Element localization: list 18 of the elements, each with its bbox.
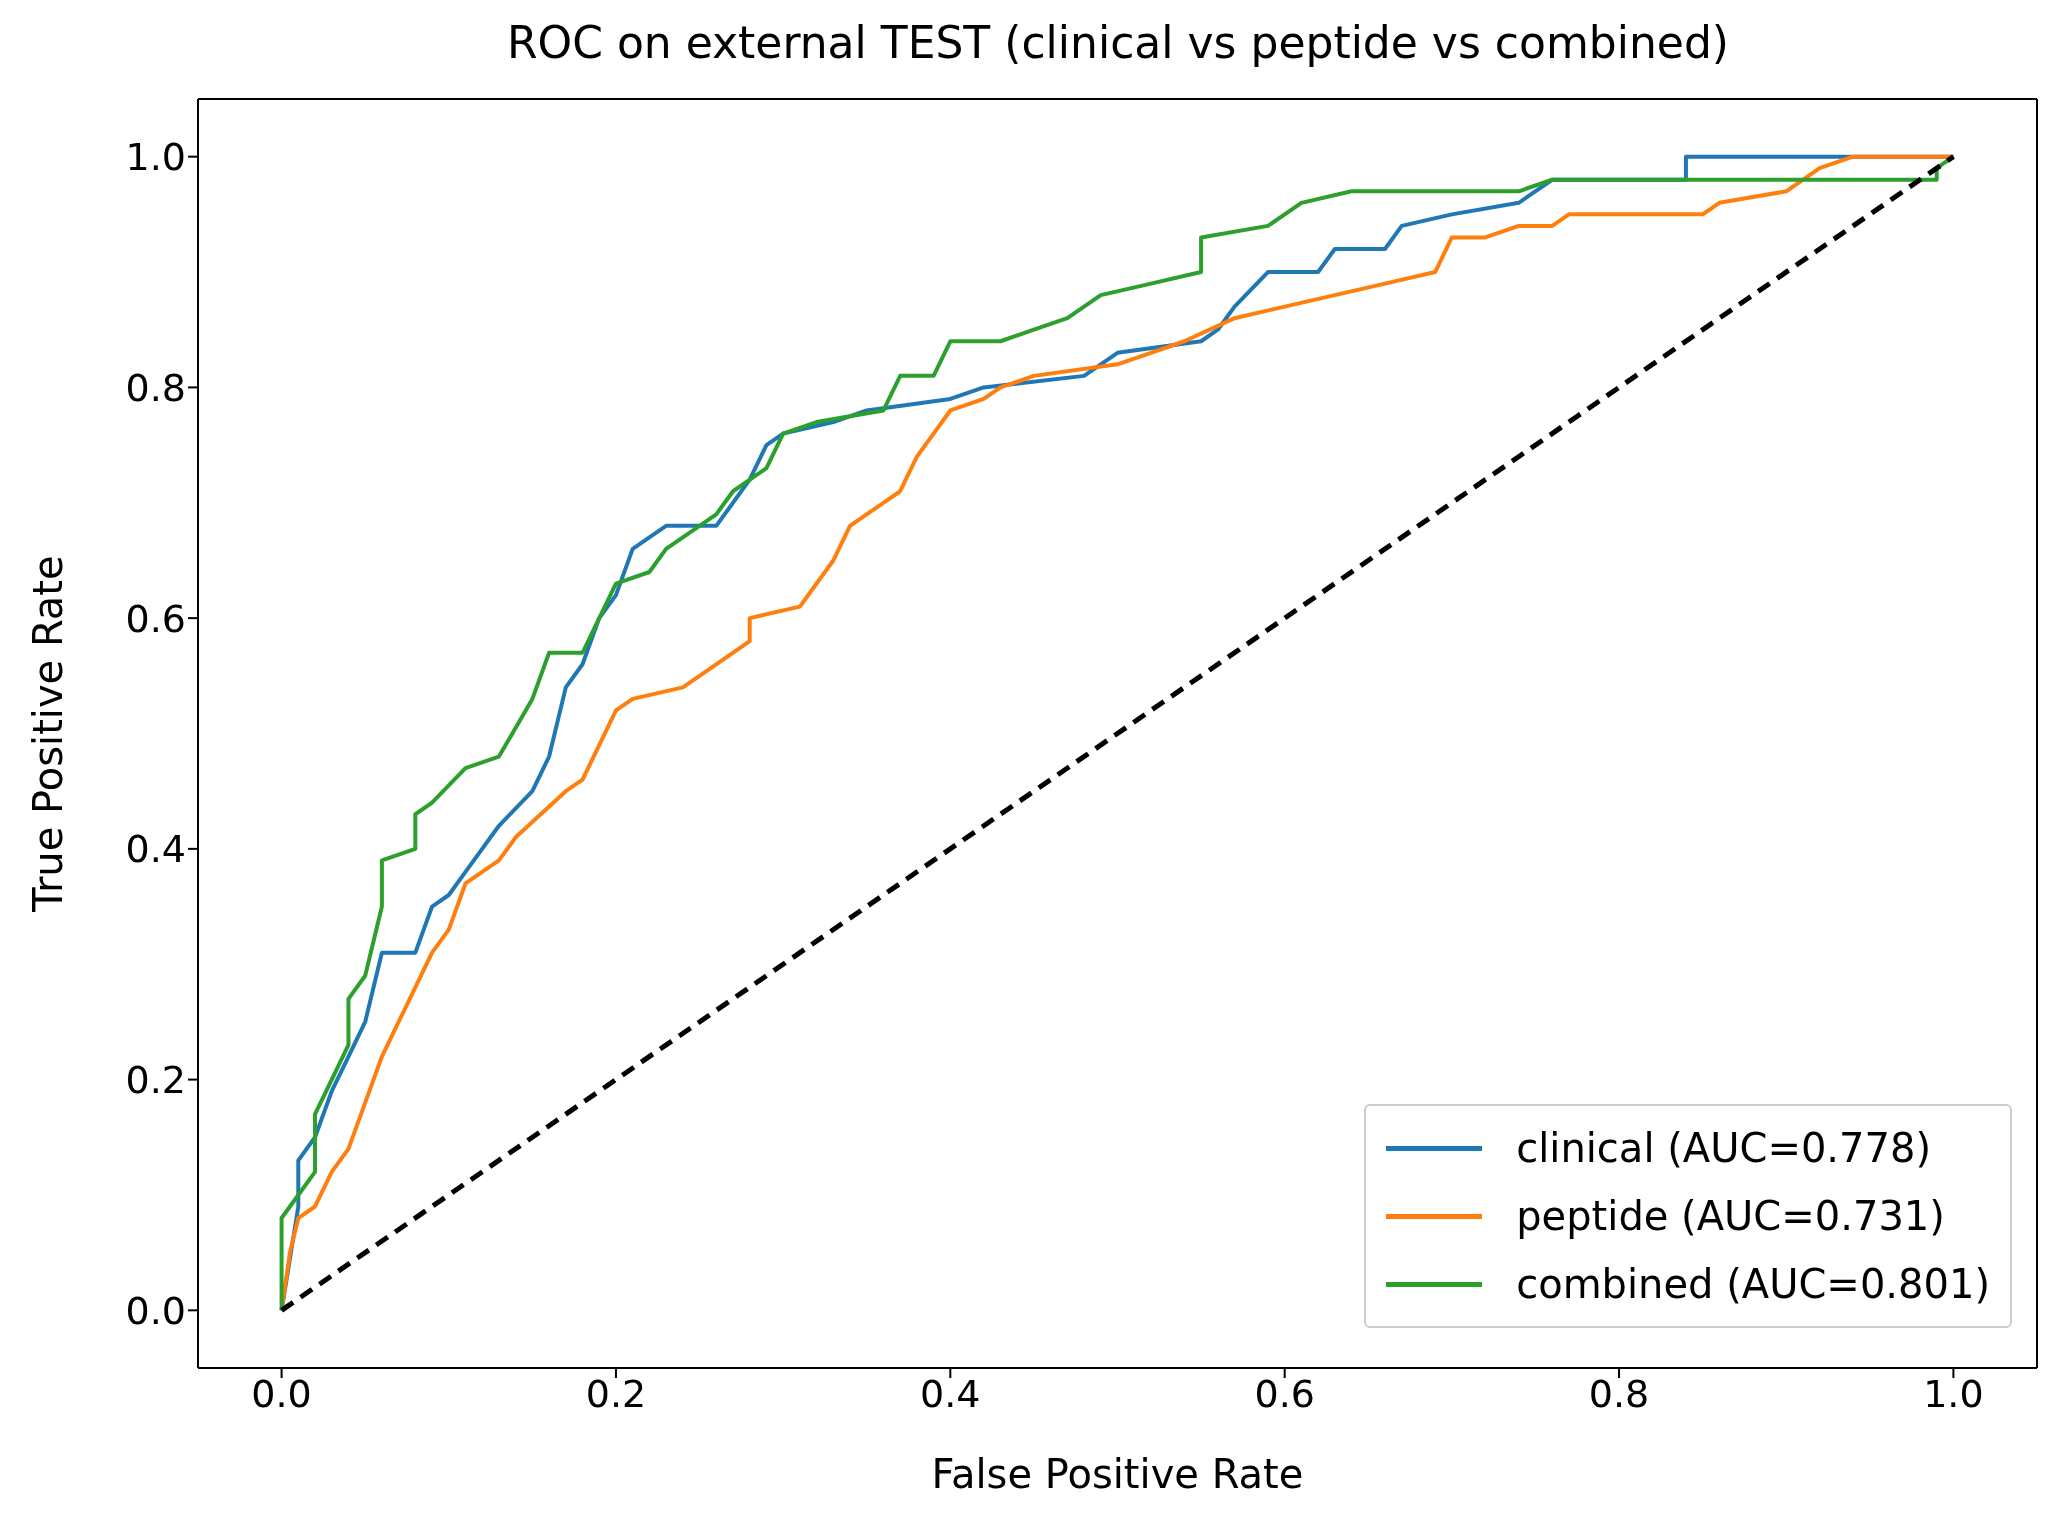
legend-label: combined (AUC=0.801) xyxy=(1516,1260,1990,1309)
y-tick-label: 0.2 xyxy=(125,1058,186,1103)
y-tick-label: 0.6 xyxy=(125,596,186,641)
y-tick-label: 1.0 xyxy=(125,135,186,180)
y-tick-label: 0.4 xyxy=(125,827,186,872)
y-tick-label: 0.0 xyxy=(125,1288,186,1333)
x-tick-label: 0.4 xyxy=(920,1371,981,1416)
x-tick-label: 0.8 xyxy=(1588,1371,1650,1416)
y-tick-label: 0.8 xyxy=(125,365,186,410)
x-tick-label: 0.0 xyxy=(251,1371,312,1416)
chart-title: ROC on external TEST (clinical vs peptide vs combined) xyxy=(506,16,1730,70)
x-tick-label: 1.0 xyxy=(1923,1371,1984,1416)
y-axis-title: True Positive Rate xyxy=(25,555,72,913)
legend-label: peptide (AUC=0.731) xyxy=(1516,1192,1945,1241)
x-axis-title: False Positive Rate xyxy=(931,1451,1304,1497)
x-tick-label: 0.6 xyxy=(1254,1371,1315,1416)
legend-label: clinical (AUC=0.778) xyxy=(1516,1124,1932,1173)
x-tick-label: 0.2 xyxy=(585,1371,647,1416)
